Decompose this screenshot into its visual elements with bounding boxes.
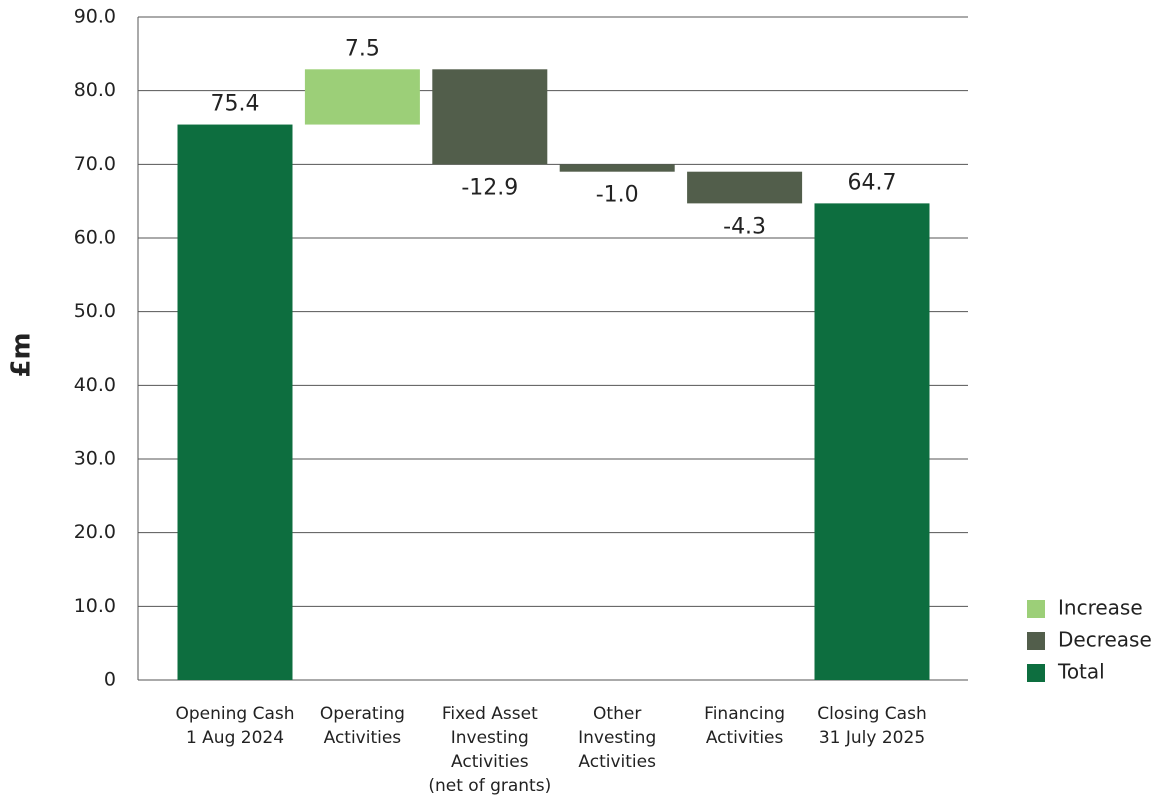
bar (814, 203, 930, 681)
bar (687, 171, 803, 204)
y-tick-label: 30.0 (74, 448, 116, 470)
y-tick-label: 60.0 (74, 227, 116, 249)
legend-label: Total (1057, 660, 1105, 684)
x-tick-label: Fixed Asset (442, 704, 538, 724)
y-tick-label: 70.0 (74, 153, 116, 175)
legend-swatch (1027, 632, 1045, 650)
x-tick-label: Activities (324, 728, 402, 748)
x-tick-label: Operating (320, 704, 405, 724)
legend-label: Increase (1058, 596, 1143, 620)
bar (177, 124, 293, 680)
value-label: -4.3 (723, 214, 766, 239)
x-tick-label: (net of grants) (428, 776, 551, 796)
x-tick-label: Closing Cash (817, 704, 926, 724)
y-tick-label: 90.0 (74, 6, 116, 28)
y-tick-label: 40.0 (74, 374, 116, 396)
bar (432, 69, 548, 165)
legend-label: Decrease (1058, 628, 1152, 652)
legend-swatch (1027, 600, 1045, 618)
x-tick-label: Investing (578, 728, 656, 748)
value-label: 64.7 (848, 170, 897, 195)
bar (559, 164, 675, 172)
value-label: -1.0 (596, 183, 639, 208)
value-label: 75.4 (211, 92, 260, 117)
x-tick-label: Financing (704, 704, 785, 724)
y-tick-label: 50.0 (74, 300, 116, 322)
x-tick-label: Activities (451, 752, 529, 772)
x-tick-label: Investing (451, 728, 529, 748)
y-tick-label: 0 (104, 669, 116, 691)
x-tick-label: 31 July 2025 (819, 728, 925, 748)
y-axis-label: £m (7, 332, 37, 377)
x-tick-label: Other (593, 704, 641, 724)
y-tick-label: 80.0 (74, 79, 116, 101)
y-tick-label: 20.0 (74, 521, 116, 543)
x-tick-label: Opening Cash (175, 704, 294, 724)
y-tick-label: 10.0 (74, 595, 116, 617)
bar (304, 69, 420, 125)
x-tick-label: Activities (706, 728, 784, 748)
legend-swatch (1027, 664, 1045, 682)
x-tick-label: Activities (578, 752, 656, 772)
value-label: -12.9 (461, 175, 518, 200)
x-tick-label: 1 Aug 2024 (186, 728, 284, 748)
value-label: 7.5 (345, 36, 380, 61)
